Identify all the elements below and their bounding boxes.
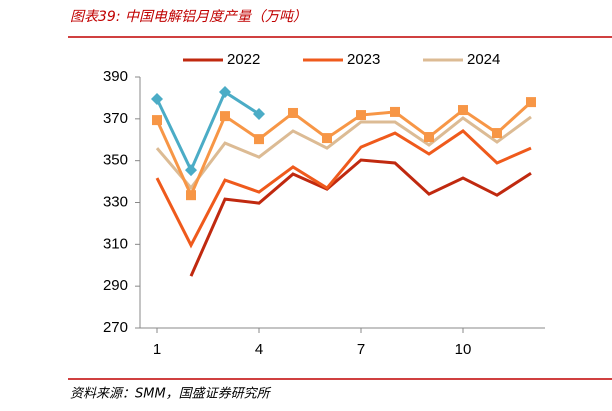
- series-line: [189, 158, 532, 277]
- marker: [356, 110, 366, 121]
- marker: [322, 133, 332, 144]
- series-line: [155, 129, 532, 249]
- series-line: [155, 89, 260, 174]
- y-tick-label: 330: [103, 193, 128, 210]
- marker: [492, 128, 502, 139]
- y-tick-label: 350: [103, 152, 128, 169]
- y-tick-label: 310: [103, 235, 128, 252]
- marker: [254, 134, 264, 145]
- legend-label: 2024: [467, 51, 500, 68]
- marker: [219, 86, 231, 99]
- y-tick-label: 390: [103, 68, 128, 85]
- marker: [526, 97, 536, 108]
- chart-title: 图表39: 中国电解铝月度产量（万吨）: [70, 9, 307, 25]
- y-tick-label: 290: [103, 277, 128, 294]
- marker: [152, 115, 162, 126]
- marker: [220, 111, 230, 122]
- marker: [424, 132, 434, 143]
- marker: [458, 105, 468, 116]
- marker: [390, 106, 400, 117]
- x-tick-label: 4: [255, 341, 263, 358]
- y-tick-label: 370: [103, 110, 128, 127]
- marker: [151, 92, 163, 105]
- x-tick-label: 7: [357, 341, 365, 358]
- marker: [288, 107, 298, 118]
- legend-label: 2022: [227, 51, 260, 68]
- marker: [185, 164, 197, 177]
- series-line: [155, 100, 533, 199]
- legend-label: 2023: [347, 51, 380, 68]
- marker: [186, 190, 196, 201]
- marker: [253, 108, 265, 121]
- y-tick-label: 270: [103, 319, 128, 336]
- x-tick-label: 1: [153, 341, 161, 358]
- source-note: 资料来源：SMM，国盛证券研究所: [70, 386, 272, 402]
- x-tick-label: 10: [455, 341, 472, 358]
- series-line: [155, 115, 532, 191]
